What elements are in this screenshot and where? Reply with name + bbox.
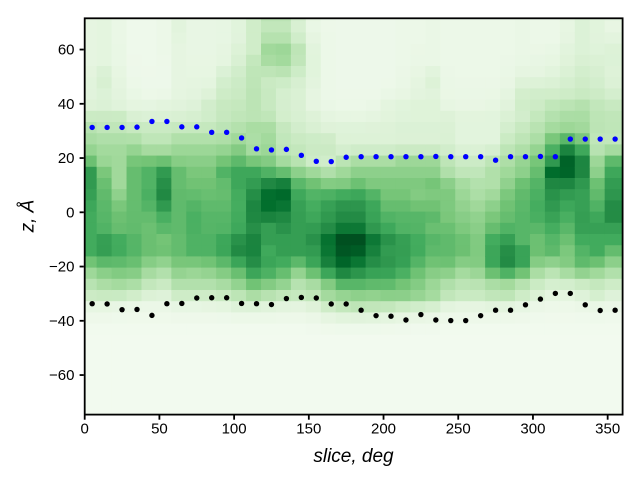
svg-text:350: 350 (595, 421, 620, 438)
svg-text:250: 250 (446, 421, 471, 438)
svg-text:−40: −40 (49, 313, 74, 330)
svg-text:200: 200 (371, 421, 396, 438)
svg-text:0: 0 (66, 204, 74, 221)
svg-text:60: 60 (58, 42, 75, 59)
svg-text:−60: −60 (49, 367, 74, 384)
svg-text:−20: −20 (49, 259, 74, 276)
svg-text:50: 50 (151, 421, 168, 438)
svg-text:z, Å: z, Å (18, 200, 39, 234)
svg-text:0: 0 (81, 421, 89, 438)
svg-text:40: 40 (58, 96, 75, 113)
svg-text:150: 150 (296, 421, 321, 438)
svg-text:20: 20 (58, 150, 75, 167)
svg-text:300: 300 (520, 421, 545, 438)
svg-text:slice, deg: slice, deg (313, 446, 394, 467)
svg-text:100: 100 (222, 421, 247, 438)
